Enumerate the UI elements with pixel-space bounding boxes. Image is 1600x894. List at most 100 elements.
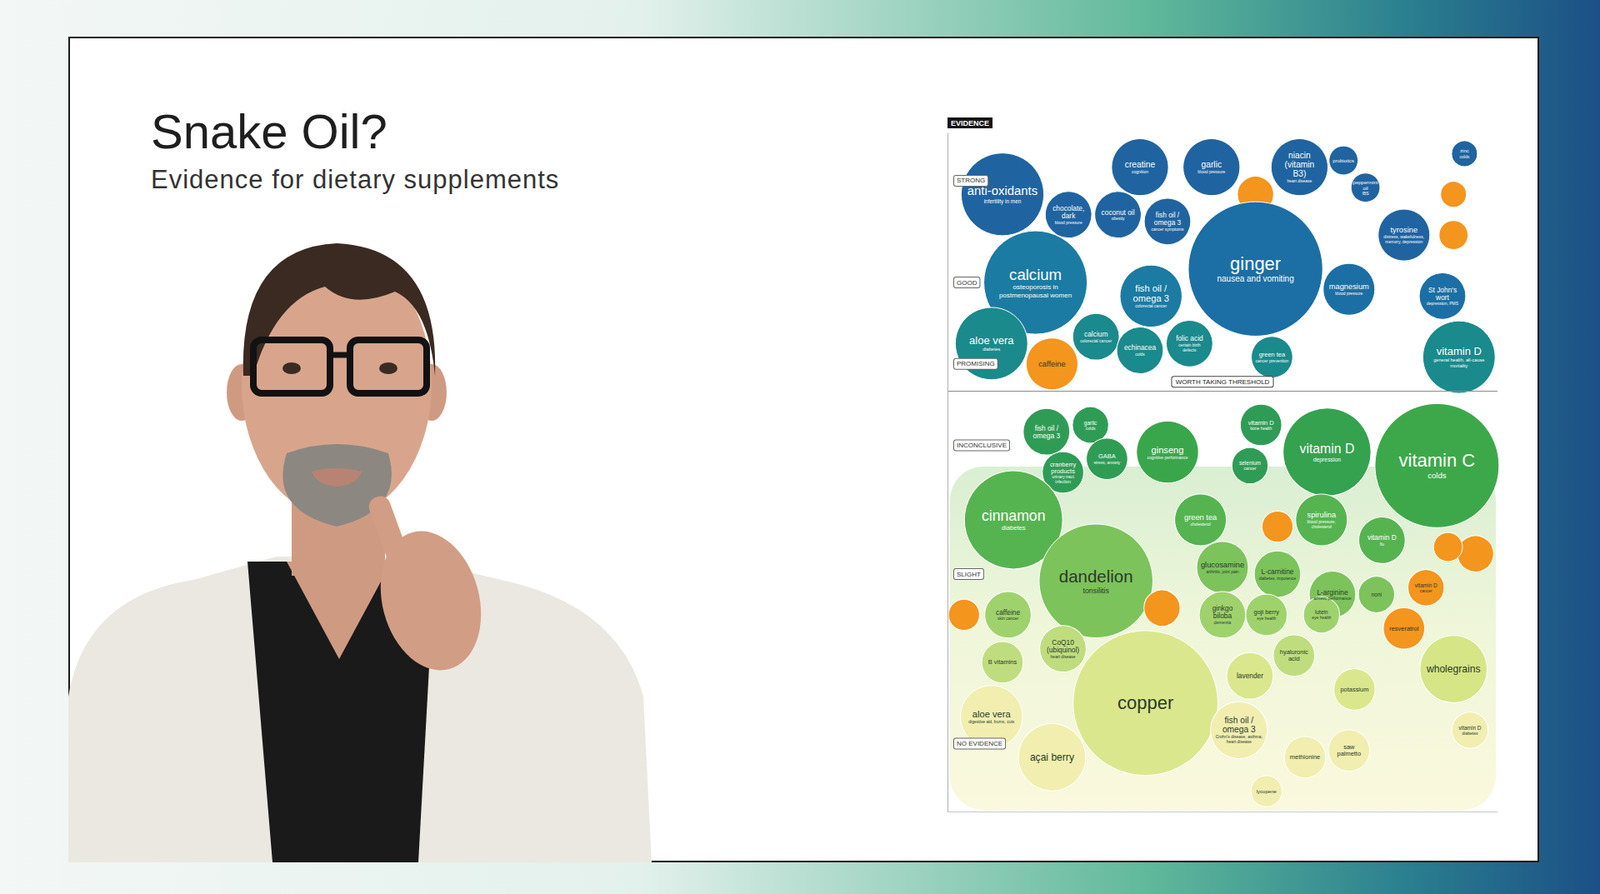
svg-text:stress, anxiety: stress, anxiety [1093,460,1120,465]
svg-text:aloe vera: aloe vera [972,709,1012,720]
svg-text:methionine: methionine [1290,753,1320,761]
svg-text:vitamin D: vitamin D [1367,533,1397,542]
svg-text:colorectal cancer: colorectal cancer [1080,338,1112,344]
svg-text:calcium: calcium [1084,330,1108,339]
svg-text:blood pressure: blood pressure [1335,290,1363,296]
svg-text:L-carnitine: L-carnitine [1260,567,1294,576]
svg-text:infection: infection [1055,479,1071,485]
svg-text:GOOD: GOOD [956,279,978,287]
svg-text:vitamin C: vitamin C [1399,450,1476,471]
svg-text:cancer prevention: cancer prevention [1255,358,1290,364]
svg-text:(ubiquinol): (ubiquinol) [1046,645,1080,655]
svg-text:obesity: obesity [1111,215,1125,221]
svg-text:WORTH TAKING THRESHOLD: WORTH TAKING THRESHOLD [1175,378,1270,386]
svg-text:general health, all-cause: general health, all-cause [1433,357,1485,363]
svg-text:magnesium: magnesium [1329,282,1370,291]
svg-text:resveratrol: resveratrol [1389,625,1419,633]
svg-text:omega 3: omega 3 [1033,431,1061,440]
svg-text:creatine: creatine [1125,160,1156,170]
svg-text:cinnamon: cinnamon [981,507,1046,525]
svg-text:wort: wort [1435,293,1450,302]
svg-text:lycopene: lycopene [1256,789,1278,795]
svg-text:heart disease: heart disease [1050,654,1076,660]
svg-text:depression, PMS: depression, PMS [1426,300,1460,306]
svg-text:flu: flu [1380,541,1385,547]
svg-text:biloba: biloba [1213,611,1233,620]
svg-text:infertility in men: infertility in men [984,198,1022,205]
svg-text:arthritis, joint pain: arthritis, joint pain [1205,569,1239,575]
svg-text:cancer symptoms: cancer symptoms [1150,226,1185,232]
svg-text:echinacea: echinacea [1124,343,1156,352]
svg-text:selenium: selenium [1239,460,1261,466]
svg-text:garlic: garlic [1201,160,1222,170]
svg-text:omega 3: omega 3 [1222,725,1256,735]
svg-text:cognition: cognition [1131,169,1149,175]
svg-text:STRONG: STRONG [956,176,985,185]
svg-text:lutein: lutein [1315,609,1329,615]
svg-text:cholesterol: cholesterol [1311,524,1332,530]
svg-text:ginger: ginger [1230,253,1281,275]
svg-text:NO EVIDENCE: NO EVIDENCE [956,740,1003,748]
svg-text:folic acid: folic acid [1175,334,1204,343]
svg-text:postmenopausal women: postmenopausal women [999,291,1072,300]
svg-text:vitamin D: vitamin D [1415,582,1438,589]
svg-text:L-arginine: L-arginine [1316,588,1349,597]
svg-text:probiotics: probiotics [1332,158,1355,164]
svg-text:copper: copper [1117,692,1174,714]
svg-text:blood pressure: blood pressure [1197,169,1225,175]
svg-text:INCONCLUSIVE: INCONCLUSIVE [956,441,1007,450]
svg-text:colds: colds [1085,425,1096,431]
svg-text:diabetes: diabetes [1001,524,1026,532]
svg-text:palmetto: palmetto [1337,750,1362,758]
svg-text:cholesterol: cholesterol [1190,521,1211,527]
svg-text:vitamin D: vitamin D [1299,441,1355,456]
svg-text:colds: colds [1460,154,1470,160]
svg-text:nausea and vomiting: nausea and vomiting [1216,274,1294,284]
svg-text:diabetes: diabetes [1462,730,1479,736]
svg-text:eye health: eye health [1256,615,1276,621]
svg-text:lavender: lavender [1236,671,1264,680]
svg-text:dandelion: dandelion [1059,566,1134,586]
svg-text:peppermint: peppermint [1353,180,1379,185]
svg-text:B3): B3) [1292,169,1306,179]
svg-text:oil: oil [1363,185,1369,191]
svg-text:zinc: zinc [1460,148,1470,154]
svg-text:wholegrains: wholegrains [1425,663,1480,675]
svg-text:caffeine: caffeine [995,608,1020,617]
svg-text:memory, depression: memory, depression [1385,239,1423,245]
svg-text:(vitamin: (vitamin [1285,160,1315,170]
svg-text:fish oil /: fish oil / [1224,715,1254,725]
svg-text:blood pressure: blood pressure [1055,220,1083,225]
svg-text:cancer: cancer [1243,465,1256,471]
svg-text:depression: depression [1313,456,1342,464]
svg-text:athletic performance: athletic performance [1313,595,1352,601]
svg-text:dementia: dementia [1214,620,1232,625]
svg-text:diabetes: diabetes [982,346,1000,352]
svg-text:eye health: eye health [1311,615,1331,620]
svg-text:defects: defects [1182,347,1197,353]
svg-text:niacin: niacin [1288,150,1311,160]
svg-text:omega 3: omega 3 [1132,293,1169,304]
svg-text:omega 3: omega 3 [1154,218,1182,227]
svg-text:diabetes, impotence: diabetes, impotence [1259,575,1297,581]
svg-text:heart disease: heart disease [1286,178,1312,184]
svg-text:colorectal cancer: colorectal cancer [1135,303,1167,309]
svg-text:glucosamine: glucosamine [1200,560,1245,570]
svg-text:PROMISING: PROMISING [956,360,995,368]
svg-text:heart disease: heart disease [1226,739,1252,745]
svg-text:dark: dark [1061,211,1076,220]
svg-text:cognitive performance: cognitive performance [1146,455,1188,460]
svg-text:colds: colds [1427,470,1447,480]
svg-text:green tea: green tea [1184,513,1218,522]
svg-text:skin cancer: skin cancer [997,615,1020,621]
svg-text:fish oil /: fish oil / [1135,283,1168,294]
svg-text:spirulina: spirulina [1306,510,1336,520]
svg-text:calcium: calcium [1009,265,1062,284]
svg-text:tonsilitis: tonsilitis [1082,586,1110,595]
svg-text:caffeine: caffeine [1038,360,1065,369]
svg-text:açai berry: açai berry [1030,751,1075,764]
svg-text:digestive aid, burns, cuts: digestive aid, burns, cuts [968,719,1015,725]
svg-text:vitamin D: vitamin D [1458,725,1481,731]
svg-text:aloe vera: aloe vera [969,334,1015,347]
svg-text:tyrosine: tyrosine [1390,225,1419,235]
